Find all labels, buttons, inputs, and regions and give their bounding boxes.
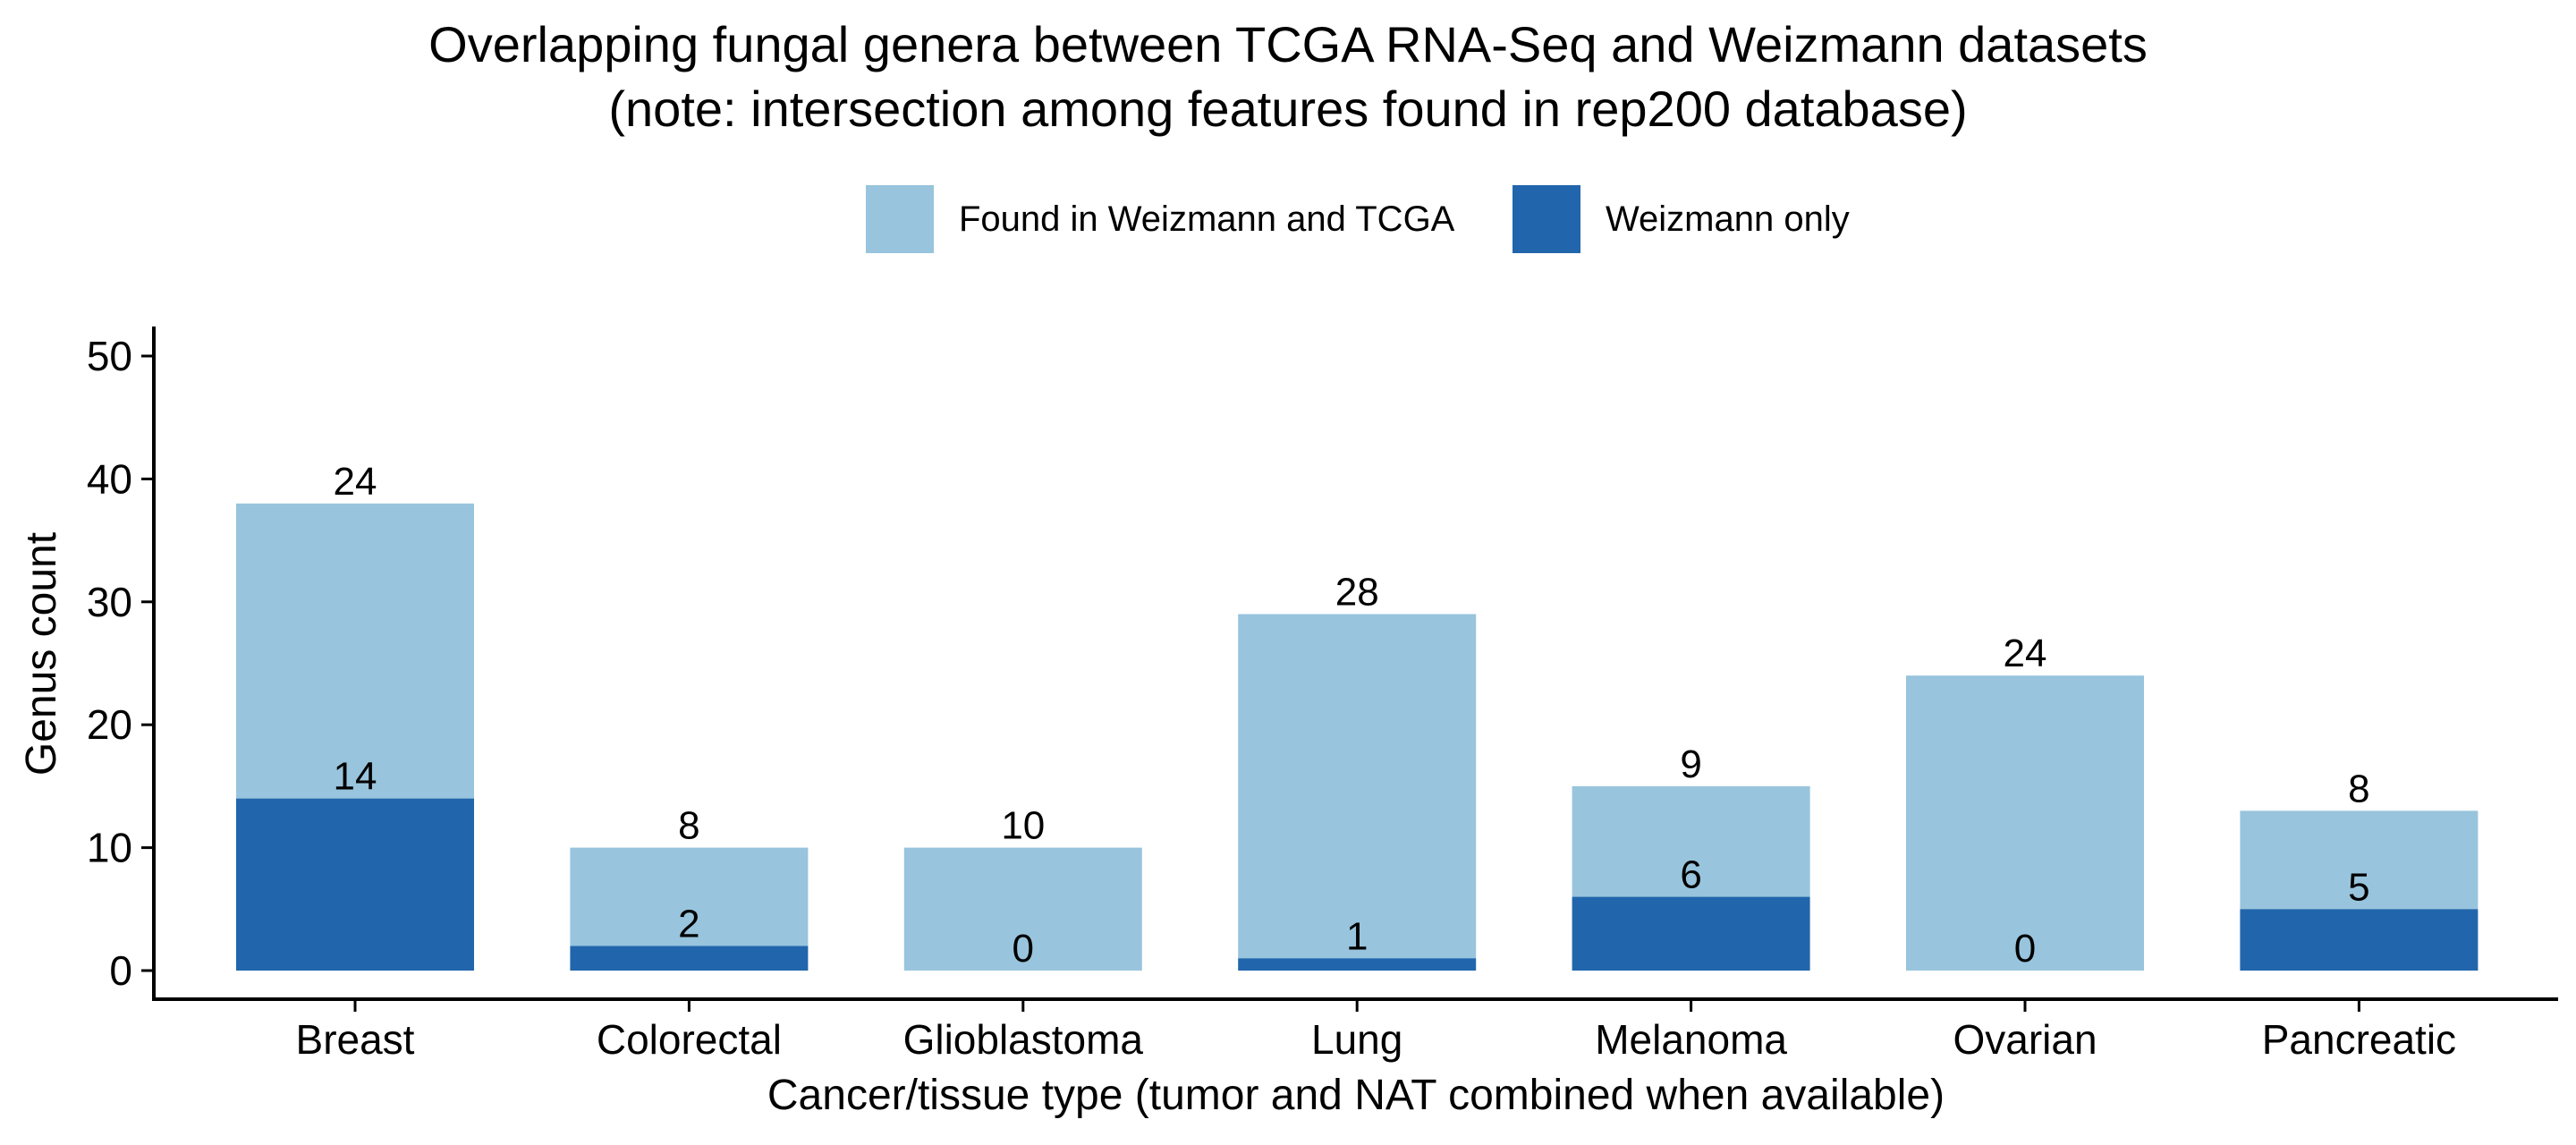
y-tick-label: 20 xyxy=(87,701,132,748)
bar-shared xyxy=(570,847,809,946)
x-tick-label: Glioblastoma xyxy=(903,1016,1144,1063)
bar-shared xyxy=(1572,785,1810,897)
legend-swatch-shared xyxy=(866,185,934,253)
legend: Found in Weizmann and TCGA Weizmann only xyxy=(0,183,2576,255)
data-label-shared: 10 xyxy=(1001,804,1045,848)
legend-item-weizmann-only: Weizmann only xyxy=(1513,183,1850,255)
bar-weizmann-only xyxy=(1572,896,1810,971)
y-tick-label: 40 xyxy=(87,455,132,502)
chart-subtitle: (note: intersection among features found… xyxy=(608,81,1968,137)
legend-label-shared: Found in Weizmann and TCGA xyxy=(959,199,1455,239)
bar-shared xyxy=(903,847,1142,971)
data-label-shared: 8 xyxy=(2348,767,2369,810)
y-tick-label: 50 xyxy=(87,333,132,379)
bar-weizmann-only xyxy=(2240,909,2479,971)
x-tick-label: Pancreatic xyxy=(2262,1016,2456,1063)
bar-weizmann-only xyxy=(236,798,474,971)
bars-group xyxy=(236,503,2479,971)
legend-swatch-weizmann-only xyxy=(1513,185,1580,253)
x-axis-title: Cancer/tissue type (tumor and NAT combin… xyxy=(767,1072,1945,1119)
data-label-weizmann-only: 1 xyxy=(1346,914,1368,958)
data-label-weizmann-only: 14 xyxy=(334,755,377,799)
x-tick-label: Breast xyxy=(296,1016,415,1063)
bar-weizmann-only xyxy=(1238,958,1477,971)
legend-item-shared: Found in Weizmann and TCGA xyxy=(866,183,1454,255)
bar-weizmann-only xyxy=(570,946,809,971)
y-tick-label: 0 xyxy=(109,947,132,994)
data-label-weizmann-only: 6 xyxy=(1680,853,1701,897)
x-tick-label: Colorectal xyxy=(597,1016,782,1063)
y-axis-title: Genus count xyxy=(18,532,65,776)
data-label-shared: 24 xyxy=(334,460,377,504)
axes-group: Breast Colorectal Glioblastoma Lung Melanoma… xyxy=(18,327,2558,1119)
x-tick-label: Melanoma xyxy=(1595,1016,1787,1063)
bar-labels-group: 24 14 8 2 10 0 28 1 9 6 24 0 8 5 xyxy=(334,460,2370,971)
bar-shared xyxy=(1238,614,1477,959)
bar-shared xyxy=(2240,810,2479,910)
data-label-weizmann-only: 2 xyxy=(678,903,699,946)
x-tick-label: Lung xyxy=(1311,1016,1402,1063)
legend-label-weizmann-only: Weizmann only xyxy=(1606,199,1850,239)
data-label-shared: 28 xyxy=(1335,571,1379,615)
data-label-shared: 24 xyxy=(2004,632,2047,675)
y-tick-label: 10 xyxy=(87,825,132,871)
chart-title: Overlapping fungal genera between TCGA R… xyxy=(428,16,2148,72)
data-label-weizmann-only: 0 xyxy=(2014,927,2036,971)
bar-shared xyxy=(1906,675,2144,971)
data-label-weizmann-only: 0 xyxy=(1013,927,1034,971)
data-label-shared: 8 xyxy=(678,804,699,848)
data-label-shared: 9 xyxy=(1680,742,1701,786)
x-tick-label: Ovarian xyxy=(1953,1016,2097,1063)
y-tick-label: 30 xyxy=(87,579,132,625)
bar-shared xyxy=(236,503,474,799)
data-label-weizmann-only: 5 xyxy=(2348,865,2369,909)
